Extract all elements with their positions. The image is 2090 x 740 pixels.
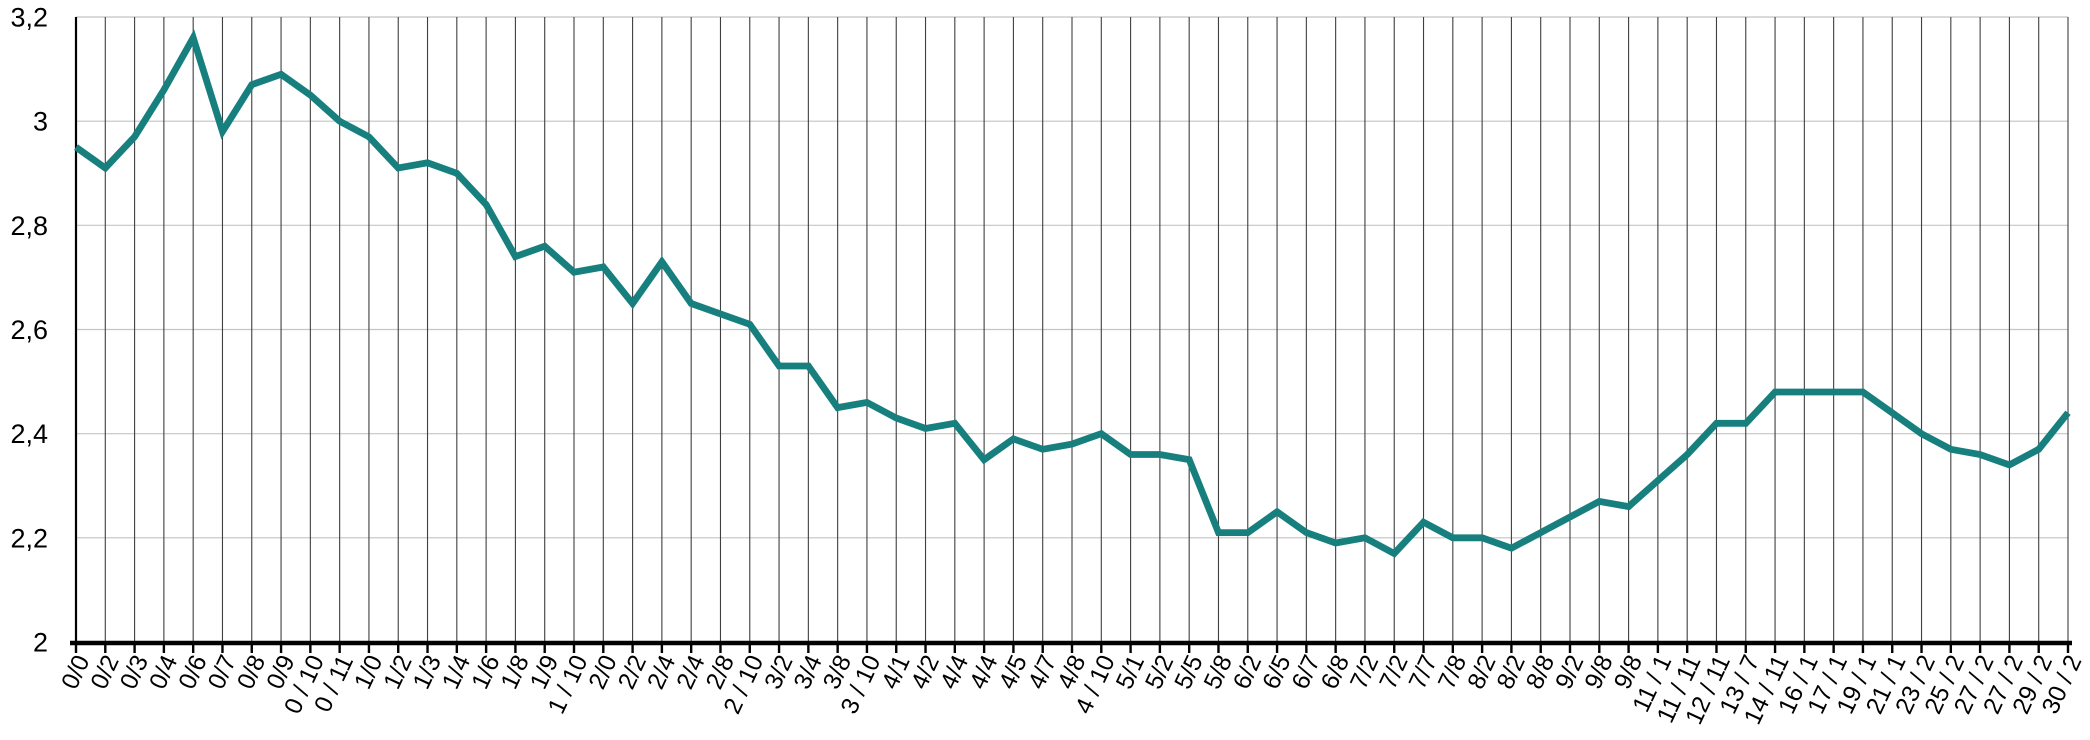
y-tick-label: 2,4 (10, 419, 48, 449)
y-tick-label: 3,2 (10, 3, 48, 33)
data-line (74, 29, 2071, 558)
data-series (74, 29, 2071, 558)
y-tick-label: 3 (33, 107, 48, 137)
axes (70, 17, 2072, 653)
y-tick-label: 2,2 (10, 523, 48, 553)
y-tick-label: 2,6 (10, 315, 48, 345)
y-tick-label: 2,8 (10, 211, 48, 241)
y-axis-tick-labels: 2 2,2 2,4 2,6 2,8 3 3,2 (10, 3, 48, 658)
y-tick-label: 2 (33, 628, 48, 658)
x-axis-tick-labels: 0/00/20/30/40/60/70/80/90 / 100 / 111/01… (57, 651, 2088, 729)
